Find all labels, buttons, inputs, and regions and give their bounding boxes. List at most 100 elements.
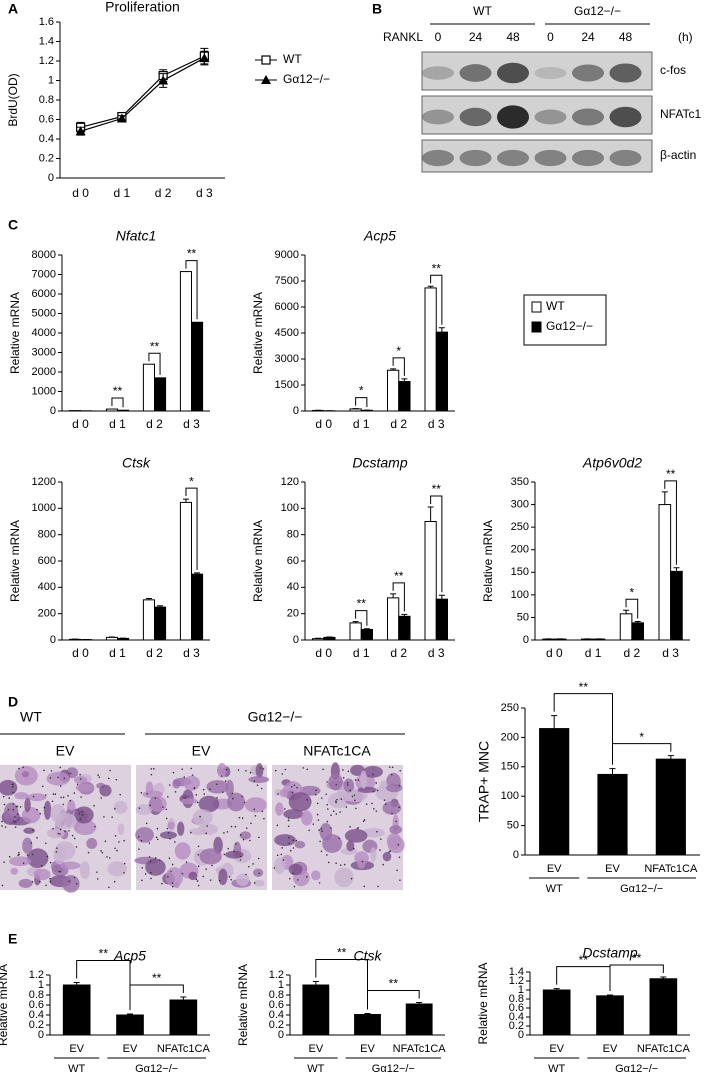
speck	[293, 885, 296, 888]
speck	[315, 789, 317, 791]
speck	[11, 783, 14, 786]
speck	[226, 831, 229, 833]
significance-label: **	[187, 247, 197, 261]
speck	[240, 834, 242, 836]
speck	[254, 815, 257, 817]
speck	[171, 863, 174, 866]
speck	[372, 773, 374, 776]
bar	[670, 570, 683, 641]
speck	[43, 769, 45, 772]
speck	[94, 825, 96, 828]
y-axis-label: Relative mRNA	[0, 964, 10, 1046]
series-line	[80, 55, 205, 128]
legend-label: Gα12−/−	[546, 319, 593, 333]
speck	[197, 845, 200, 848]
speck	[391, 812, 393, 815]
speck	[239, 855, 242, 858]
significance-bracket	[430, 495, 443, 593]
cell	[117, 823, 125, 835]
y-tick-label: 0.6	[269, 999, 284, 1011]
speck	[196, 801, 199, 804]
y-tick-label: 150	[511, 566, 529, 578]
speck	[233, 850, 235, 853]
speck	[49, 861, 52, 864]
bar	[360, 628, 373, 641]
group-label: WT	[473, 4, 492, 18]
speck	[123, 871, 125, 874]
speck	[119, 793, 121, 796]
y-tick-label: 7000	[32, 268, 56, 280]
cell	[198, 823, 218, 835]
y-tick-label: 100	[281, 502, 299, 514]
speck	[335, 813, 338, 815]
cell	[192, 809, 213, 826]
significance-bracket	[556, 966, 611, 991]
speck	[64, 830, 66, 833]
speck	[149, 860, 152, 863]
y-tick-label: 1000	[32, 385, 56, 397]
speck	[218, 879, 221, 882]
error-bar	[416, 1002, 423, 1004]
cell	[21, 771, 30, 778]
x-tick-label: d 2	[624, 646, 641, 660]
speck	[150, 871, 152, 874]
speck	[52, 827, 54, 830]
y-tick-label: 0.4	[269, 1009, 284, 1021]
speck	[51, 800, 54, 803]
speck	[335, 801, 337, 804]
speck	[68, 829, 70, 832]
bar	[154, 377, 167, 412]
error-bar	[401, 378, 408, 382]
speck	[338, 837, 340, 839]
legend-label: Gα12−/−	[283, 72, 330, 86]
speck	[196, 880, 199, 882]
speck	[372, 790, 375, 793]
speck	[98, 776, 101, 778]
speck	[79, 773, 81, 776]
series-line	[80, 57, 205, 132]
lane-label: 24	[469, 30, 483, 44]
speck	[339, 811, 341, 813]
speck	[46, 855, 49, 858]
cell	[26, 848, 49, 868]
x-tick-label: d 0	[315, 417, 332, 431]
error-bar	[438, 327, 445, 333]
error-bar	[673, 567, 680, 572]
bar	[435, 598, 448, 641]
chart-title: Dcstamp	[352, 455, 407, 471]
speck	[296, 786, 298, 789]
cell	[382, 800, 402, 815]
speck	[8, 797, 11, 799]
speck	[221, 791, 224, 793]
chart-title: Atp6v0d2	[582, 455, 642, 471]
speck	[114, 834, 117, 837]
x-tick-label: d 3	[428, 417, 445, 431]
speck	[377, 885, 379, 888]
group-label: WT	[20, 709, 42, 725]
speck	[39, 812, 42, 815]
significance-label: **	[394, 569, 404, 583]
speck	[197, 865, 200, 868]
speck	[388, 851, 390, 853]
significance-bracket	[392, 582, 405, 612]
error-bar	[157, 605, 164, 608]
error-bar	[390, 368, 397, 371]
speck	[345, 806, 348, 808]
cell	[379, 780, 388, 790]
bar	[387, 369, 400, 412]
significance-label: *	[359, 384, 364, 398]
cell	[4, 802, 19, 823]
cell	[86, 837, 98, 850]
speck	[362, 820, 365, 822]
speck	[284, 808, 286, 810]
speck	[123, 839, 125, 842]
y-tick-label: 1.2	[269, 969, 284, 981]
significance-label: *	[639, 730, 644, 744]
speck	[397, 844, 400, 846]
speck	[2, 795, 5, 798]
y-tick-label: 0	[293, 634, 299, 646]
significance-label: **	[579, 953, 589, 967]
group-label: Gα12−/−	[248, 709, 303, 725]
cell	[43, 800, 52, 820]
cell	[334, 867, 354, 888]
